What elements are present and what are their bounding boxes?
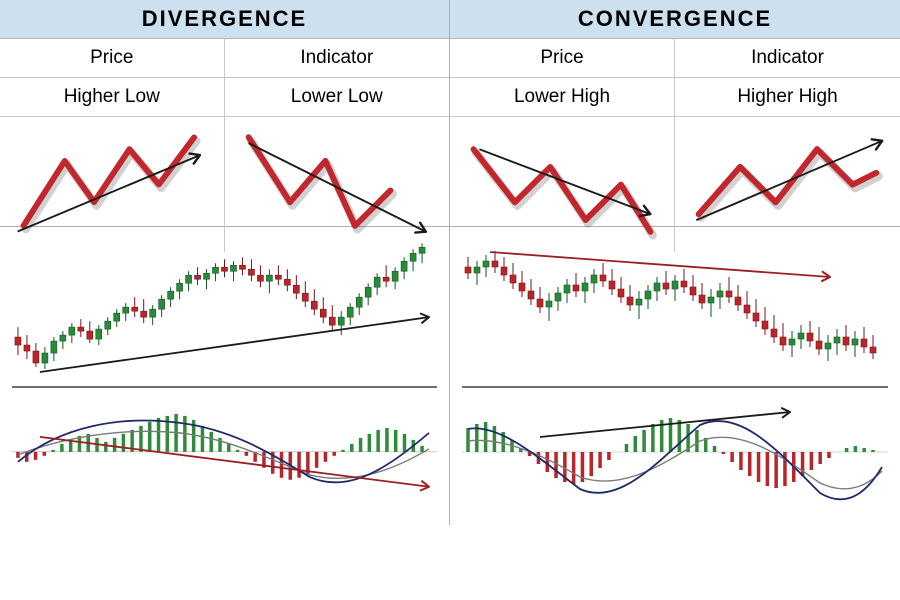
mini-price-chart [450, 117, 675, 252]
subrow-divergence-2: Higher Low Lower Low [0, 78, 450, 117]
label-higher-low: Higher Low [0, 78, 225, 117]
mini-row-divergence [0, 117, 450, 227]
label-price: Price [450, 39, 675, 78]
label-lower-high: Lower High [450, 78, 675, 117]
label-indicator: Indicator [675, 39, 900, 78]
mini-indicator-chart [675, 117, 900, 252]
label-price: Price [0, 39, 225, 78]
subrow-convergence-1: Price Indicator [450, 39, 900, 78]
subrow-convergence-2: Lower High Higher High [450, 78, 900, 117]
mini-indicator-chart [225, 117, 450, 252]
label-indicator: Indicator [225, 39, 450, 78]
mini-row-convergence [450, 117, 900, 227]
mini-price-chart [0, 117, 225, 252]
candlestick-macd-chart-divergence [0, 227, 450, 525]
candlestick-macd-chart-convergence [450, 227, 900, 525]
comparison-grid: DIVERGENCE CONVERGENCE Price Indicator P… [0, 0, 900, 525]
header-convergence: CONVERGENCE [450, 0, 900, 39]
label-lower-low: Lower Low [225, 78, 450, 117]
label-higher-high: Higher High [675, 78, 900, 117]
subrow-divergence-1: Price Indicator [0, 39, 450, 78]
header-divergence: DIVERGENCE [0, 0, 450, 39]
